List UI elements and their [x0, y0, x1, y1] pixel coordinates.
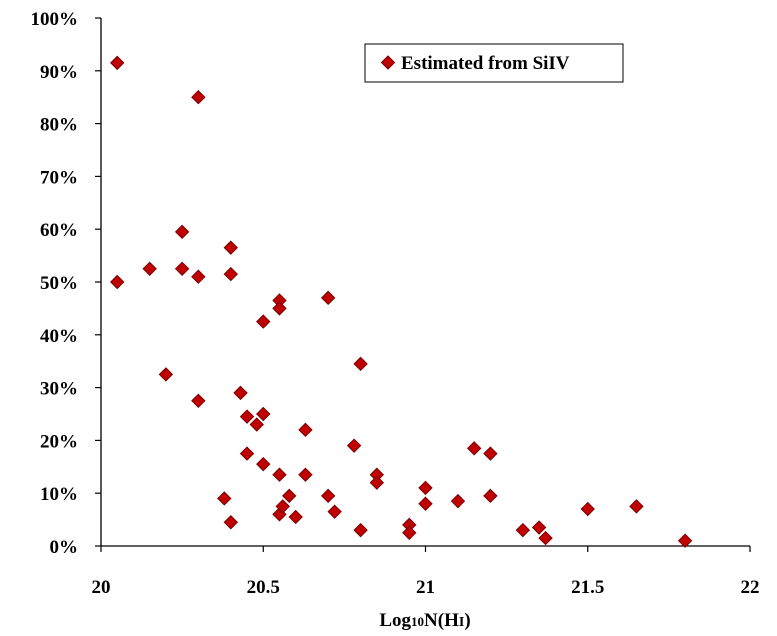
- data-point: [223, 515, 239, 530]
- legend-label: Estimated from SiIV: [401, 53, 570, 74]
- legend-box: [364, 43, 624, 83]
- data-point: [677, 533, 693, 548]
- data-point: [223, 266, 239, 282]
- data-point: [249, 417, 264, 432]
- x-tick-label: 20: [92, 577, 111, 598]
- data-point: [320, 488, 336, 504]
- data-point: [418, 496, 433, 511]
- data-point: [174, 224, 190, 240]
- data-point: [217, 491, 232, 506]
- data-point: [239, 446, 255, 461]
- data-point: [483, 488, 498, 504]
- data-point: [418, 480, 433, 496]
- y-tick-label: 80%: [40, 115, 78, 136]
- data-point: [275, 499, 290, 514]
- data-point: [223, 240, 239, 255]
- data-point: [110, 274, 125, 290]
- data-point: [369, 475, 385, 490]
- data-point: [629, 499, 644, 514]
- data-point: [466, 441, 482, 456]
- data-point: [320, 290, 336, 306]
- x-tick-label: 22: [741, 577, 760, 598]
- y-tick-label: 90%: [40, 62, 78, 83]
- legend-marker: [380, 55, 396, 70]
- data-point: [256, 314, 271, 329]
- y-tick-label: 30%: [40, 379, 78, 400]
- legend: Estimated from SiIV: [364, 43, 624, 83]
- data-point: [256, 406, 271, 422]
- data-point: [346, 438, 362, 453]
- data-point: [239, 409, 255, 424]
- data-point: [483, 446, 498, 461]
- data-point: [288, 509, 303, 525]
- y-tick-label: 50%: [40, 273, 78, 294]
- y-tick-label: 20%: [40, 431, 78, 452]
- data-point: [515, 522, 531, 538]
- data-point: [191, 269, 206, 284]
- y-axis-ticks: 0% 10% 20% 30% 40% 50% 60% 70% 80% 90% 100%: [31, 9, 101, 558]
- data-point: [272, 467, 287, 482]
- data-point: [402, 525, 417, 541]
- y-tick-label: 10%: [40, 484, 78, 505]
- data-point: [531, 520, 547, 535]
- data-point: [580, 501, 595, 517]
- x-axis-title: Log10N(HI): [379, 610, 470, 631]
- x-tick-label: 21.5: [571, 577, 604, 598]
- data-point: [538, 530, 553, 546]
- data-point: [256, 456, 271, 472]
- data-point: [353, 356, 368, 372]
- data-point: [272, 301, 287, 316]
- x-tick-label: 20.5: [247, 577, 280, 598]
- y-tick-label: 0%: [50, 537, 79, 558]
- y-tick-label: 60%: [40, 220, 78, 241]
- data-point: [298, 467, 313, 482]
- y-tick-label: 70%: [40, 167, 78, 188]
- data-point: [110, 55, 125, 71]
- data-point: [191, 393, 206, 409]
- x-tick-label: 21: [416, 577, 435, 598]
- data-point: [142, 261, 157, 277]
- x-axis-ticks: 20 20.5 21 21.5 22: [92, 546, 760, 598]
- data-point: [327, 504, 342, 519]
- data-point: [191, 89, 206, 105]
- data-point: [282, 488, 297, 504]
- y-tick-label: 100%: [31, 9, 79, 30]
- data-points: [110, 55, 693, 548]
- data-point: [298, 422, 313, 438]
- data-point: [450, 493, 466, 509]
- data-point: [353, 522, 368, 538]
- data-point: [158, 367, 174, 382]
- data-point: [174, 261, 190, 277]
- data-point: [233, 385, 248, 401]
- y-tick-label: 40%: [40, 326, 78, 347]
